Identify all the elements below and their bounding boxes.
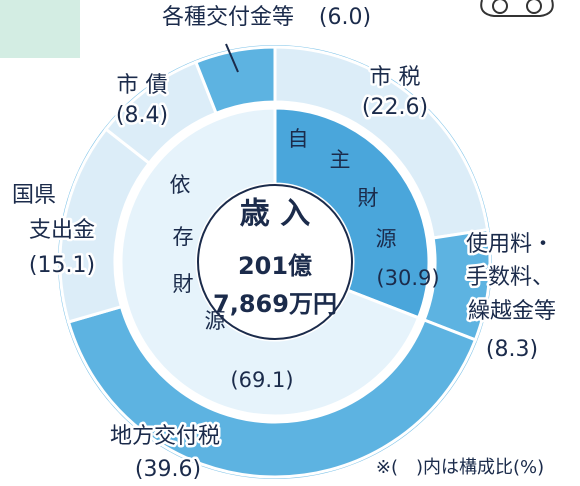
- inner-label: 依: [170, 173, 191, 197]
- segment-label: 手数料、: [466, 265, 554, 290]
- segment-label: 支出金: [29, 218, 95, 243]
- center-disc: [197, 184, 353, 340]
- inner-label: 財: [173, 272, 194, 296]
- value-label: (69.1): [230, 368, 293, 392]
- value-label: (6.0): [319, 5, 371, 30]
- segment-label: 市 債: [117, 73, 168, 98]
- segment-label: 国県: [12, 183, 56, 208]
- value-label: (22.6): [362, 95, 428, 120]
- inner-label: 存: [173, 225, 194, 249]
- segment-label: 繰越金等: [468, 299, 556, 324]
- segment: [193, 45, 277, 116]
- value-label: (15.1): [29, 253, 95, 278]
- inner-label: 主: [330, 148, 351, 172]
- note: ※( )内は構成比(%): [376, 457, 544, 478]
- center-text: 201億: [238, 252, 312, 280]
- center-text: 歳 入: [240, 197, 310, 232]
- inner-label: 源: [205, 309, 226, 333]
- leader-line: [225, 43, 239, 73]
- illustration: [480, 0, 554, 17]
- value-label: (8.4): [116, 103, 168, 128]
- center-text: 7,869万円: [213, 290, 337, 318]
- value-label: (39.6): [135, 457, 201, 482]
- segment-label: 市 税: [370, 65, 421, 90]
- value-label: (8.3): [486, 337, 538, 362]
- inner-label: 源: [376, 227, 397, 251]
- segment-label: 地方交付税: [110, 424, 220, 449]
- segment-label: 使用料・: [466, 232, 554, 257]
- decoration: [0, 0, 80, 58]
- inner-label: 自: [288, 127, 309, 151]
- value-label: (30.9): [376, 266, 439, 290]
- inner-label: 財: [358, 186, 379, 210]
- labels: 歳 入 201億 7,869万円 市 税 (22.6) 使用料・手数料、繰越金等 (8.3)…: [9, 3, 558, 485]
- segment: [66, 304, 478, 479]
- segment-label: 各種交付金等: [162, 5, 294, 30]
